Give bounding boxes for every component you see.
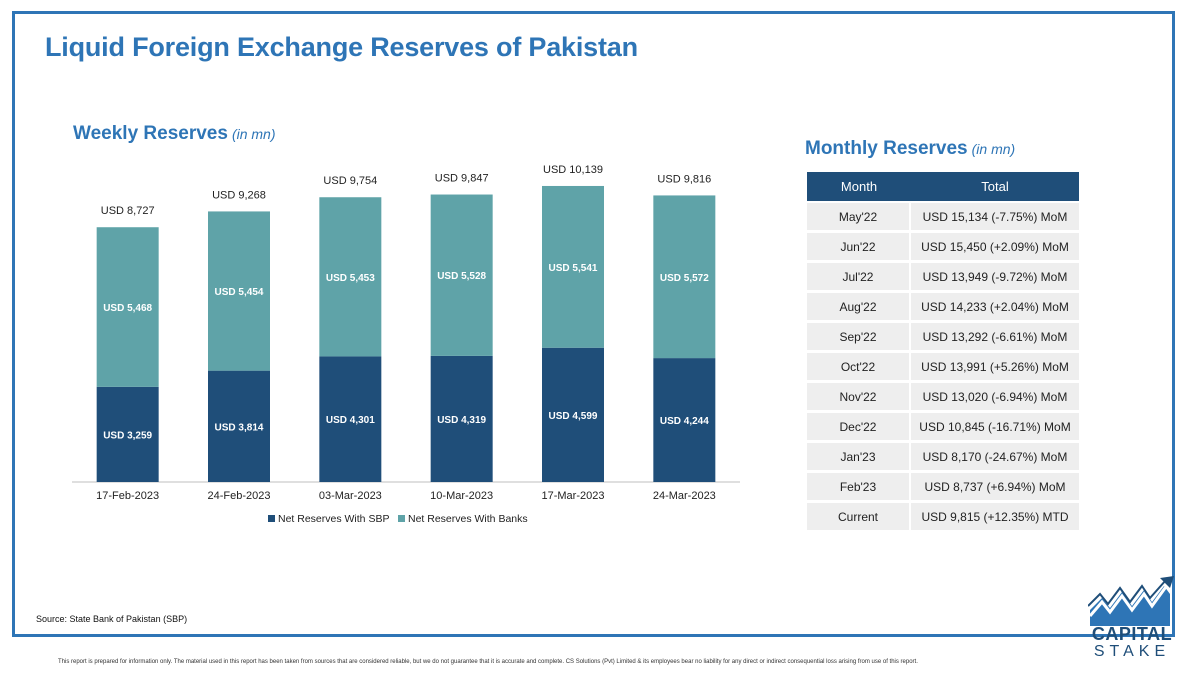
logo-word-stake: STAKE bbox=[1093, 643, 1171, 660]
table-row: Current USD 9,815 (+12.35%) MTD bbox=[807, 503, 1079, 531]
table-header-row: Month Total bbox=[807, 172, 1079, 201]
table-row: May'22 USD 15,134 (-7.75%) MoM bbox=[807, 203, 1079, 231]
month-cell: May'22 bbox=[807, 203, 911, 231]
bar-sbp-3 bbox=[430, 355, 493, 482]
data-label-sbp: USD 4,244 bbox=[660, 416, 709, 427]
total-cell: USD 13,020 (-6.94%) MoM bbox=[911, 383, 1079, 411]
data-label-sbp: USD 4,301 bbox=[326, 415, 375, 426]
data-label-banks: USD 5,528 bbox=[437, 271, 486, 282]
legend-label-banks: Net Reserves With Banks bbox=[408, 513, 528, 525]
month-cell: Oct'22 bbox=[807, 353, 911, 381]
table-row: Aug'22 USD 14,233 (+2.04%) MoM bbox=[807, 293, 1079, 321]
month-cell: Jul'22 bbox=[807, 263, 911, 291]
total-cell: USD 13,292 (-6.61%) MoM bbox=[911, 323, 1079, 351]
table-row: Nov'22 USD 13,020 (-6.94%) MoM bbox=[807, 383, 1079, 411]
monthly-title-text: Monthly Reserves bbox=[805, 138, 968, 159]
x-tick-label: 17-Feb-2023 bbox=[96, 490, 159, 502]
table-row: Oct'22 USD 13,991 (+5.26%) MoM bbox=[807, 353, 1079, 381]
bar-sbp-2 bbox=[319, 356, 382, 482]
data-label-sbp: USD 3,814 bbox=[215, 422, 264, 433]
table-body: May'22 USD 15,134 (-7.75%) MoM Jun'22 USD 1… bbox=[807, 203, 1079, 531]
source-note: Source: State Bank of Pakistan (SBP) bbox=[36, 614, 188, 624]
page-title: Liquid Foreign Exchange Reserves of Paki… bbox=[45, 32, 638, 62]
data-label-total: USD 8,727 bbox=[101, 205, 155, 217]
x-tick-label: 03-Mar-2023 bbox=[319, 490, 382, 502]
total-cell: USD 13,991 (+5.26%) MoM bbox=[911, 353, 1079, 381]
table-row: Jan'23 USD 8,170 (-24.67%) MoM bbox=[807, 443, 1079, 471]
bar-banks-2 bbox=[319, 197, 382, 357]
month-cell: Sep'22 bbox=[807, 323, 911, 351]
data-label-total: USD 9,268 bbox=[212, 189, 266, 201]
capital-stake-logo: CAPITAL STAKE bbox=[1086, 576, 1178, 664]
table-row: Jun'22 USD 15,450 (+2.09%) MoM bbox=[807, 233, 1079, 261]
monthly-unit: (in mn) bbox=[971, 141, 1016, 157]
logo-chart-mark-icon bbox=[1088, 576, 1174, 626]
month-cell: Jun'22 bbox=[807, 233, 911, 261]
bar-sbp-1 bbox=[208, 370, 270, 482]
legend-swatch-sbp bbox=[268, 515, 275, 522]
legend-label-sbp: Net Reserves With SBP bbox=[278, 513, 389, 525]
data-label-sbp: USD 3,259 bbox=[103, 430, 152, 441]
weekly-section-title: Weekly Reserves (in mn) bbox=[73, 123, 276, 145]
bar-sbp-0 bbox=[96, 386, 159, 482]
table-row: Jul'22 USD 13,949 (-9.72%) MoM bbox=[807, 263, 1079, 291]
month-cell: Jan'23 bbox=[807, 443, 911, 471]
data-label-total: USD 10,139 bbox=[543, 164, 603, 176]
bar-banks-4 bbox=[542, 185, 604, 348]
data-label-sbp: USD 4,599 bbox=[549, 411, 598, 422]
bar-sbp-4 bbox=[542, 347, 604, 482]
x-tick-label: 24-Mar-2023 bbox=[653, 490, 716, 502]
month-cell: Current bbox=[807, 503, 911, 531]
bar-banks-1 bbox=[208, 211, 270, 371]
bar-banks-0 bbox=[96, 227, 159, 387]
x-tick-label: 17-Mar-2023 bbox=[542, 490, 605, 502]
data-label-banks: USD 5,572 bbox=[660, 273, 709, 284]
data-label-banks: USD 5,468 bbox=[103, 303, 152, 314]
month-cell: Nov'22 bbox=[807, 383, 911, 411]
month-cell: Aug'22 bbox=[807, 293, 911, 321]
total-cell: USD 9,815 (+12.35%) MTD bbox=[911, 503, 1079, 531]
x-tick-label: 24-Feb-2023 bbox=[208, 490, 271, 502]
total-cell: USD 15,450 (+2.09%) MoM bbox=[911, 233, 1079, 261]
bar-sbp-5 bbox=[653, 358, 716, 482]
weekly-title-text: Weekly Reserves bbox=[73, 123, 228, 144]
table-row: Dec'22 USD 10,845 (-16.71%) MoM bbox=[807, 413, 1079, 441]
data-label-total: USD 9,816 bbox=[657, 173, 711, 185]
total-cell: USD 10,845 (-16.71%) MoM bbox=[911, 413, 1079, 441]
column-header-month: Month bbox=[807, 172, 911, 201]
data-label-total: USD 9,754 bbox=[323, 175, 377, 187]
month-cell: Feb'23 bbox=[807, 473, 911, 501]
x-tick-label: 10-Mar-2023 bbox=[430, 490, 493, 502]
total-cell: USD 15,134 (-7.75%) MoM bbox=[911, 203, 1079, 231]
data-label-total: USD 9,847 bbox=[435, 173, 489, 185]
logo-word-capital: CAPITAL bbox=[1091, 624, 1173, 644]
column-header-total: Total bbox=[911, 172, 1079, 201]
table-row: Sep'22 USD 13,292 (-6.61%) MoM bbox=[807, 323, 1079, 351]
data-label-banks: USD 5,453 bbox=[326, 273, 375, 284]
total-cell: USD 8,170 (-24.67%) MoM bbox=[911, 443, 1079, 471]
bar-banks-3 bbox=[430, 194, 493, 356]
total-cell: USD 13,949 (-9.72%) MoM bbox=[911, 263, 1079, 291]
data-label-sbp: USD 4,319 bbox=[437, 415, 486, 426]
total-cell: USD 8,737 (+6.94%) MoM bbox=[911, 473, 1079, 501]
weekly-unit: (in mn) bbox=[231, 126, 276, 142]
legend-swatch-banks bbox=[398, 515, 405, 522]
total-cell: USD 14,233 (+2.04%) MoM bbox=[911, 293, 1079, 321]
monthly-section-title: Monthly Reserves (in mn) bbox=[805, 138, 1015, 160]
month-cell: Dec'22 bbox=[807, 413, 911, 441]
disclaimer: This report is prepared for information … bbox=[58, 659, 918, 665]
table-row: Feb'23 USD 8,737 (+6.94%) MoM bbox=[807, 473, 1079, 501]
data-label-banks: USD 5,454 bbox=[215, 287, 264, 298]
bar-banks-5 bbox=[653, 195, 716, 359]
data-label-banks: USD 5,541 bbox=[549, 263, 598, 274]
monthly-reserves-table: Month Total May'22 USD 15,134 (-7.75%) Mo… bbox=[807, 170, 1079, 533]
weekly-reserves-chart: USD 3,259 USD 5,468 USD 8,727 17-Feb-2023 US… bbox=[72, 164, 740, 525]
